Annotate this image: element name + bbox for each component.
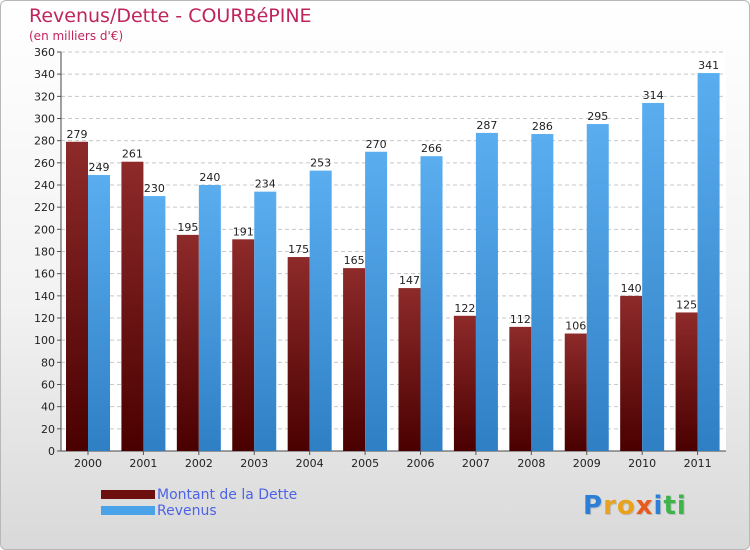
data-label: 249 <box>89 161 110 174</box>
brand-letter: o <box>616 491 636 521</box>
bar-revenue <box>586 124 609 452</box>
y-tick-label: 80 <box>41 356 55 369</box>
bar-revenue <box>642 102 665 451</box>
y-tick-label: 340 <box>34 68 55 81</box>
data-label: 295 <box>587 110 608 123</box>
x-tick-label: 2001 <box>129 457 157 470</box>
bar-revenue <box>143 196 166 451</box>
y-tick-label: 280 <box>34 135 55 148</box>
x-tick-label: 2004 <box>296 457 324 470</box>
y-tick-label: 60 <box>41 379 55 392</box>
y-tick-label: 0 <box>48 445 55 458</box>
data-label: 195 <box>177 221 198 234</box>
data-label: 147 <box>399 274 420 287</box>
data-label: 140 <box>621 282 642 295</box>
x-tick-label: 2005 <box>351 457 379 470</box>
x-tick-label: 2008 <box>517 457 545 470</box>
legend-label-revenue: Revenus <box>157 503 217 519</box>
data-label: 175 <box>288 243 309 256</box>
bar-revenue <box>365 151 388 451</box>
y-tick-label: 300 <box>34 113 55 126</box>
y-tick-label: 240 <box>34 179 55 192</box>
data-label: 314 <box>643 89 664 102</box>
data-label: 165 <box>344 254 365 267</box>
legend-swatch-revenue <box>101 506 155 515</box>
brand-letter: i <box>676 491 687 521</box>
y-tick-label: 120 <box>34 312 55 325</box>
legend-swatch-debt <box>101 490 155 499</box>
y-tick-label: 200 <box>34 223 55 236</box>
bar-debt <box>564 333 587 451</box>
data-label: 234 <box>255 178 276 191</box>
data-label: 230 <box>144 182 165 195</box>
bar-debt <box>121 161 144 451</box>
bar-debt <box>287 257 310 451</box>
chart-title: Revenus/Dette - COURBéPINE <box>29 5 312 27</box>
brand-letter: x <box>635 491 654 521</box>
data-label: 122 <box>454 302 475 315</box>
bar-debt <box>509 326 532 451</box>
brand-letter: r <box>603 491 617 521</box>
bar-revenue <box>254 191 277 451</box>
x-tick-label: 2010 <box>628 457 656 470</box>
bar-debt <box>176 234 199 451</box>
bar-debt <box>398 288 421 451</box>
bar-debt <box>66 141 88 451</box>
data-label: 112 <box>510 313 531 326</box>
chart-subtitle: (en milliers d'€) <box>29 29 124 43</box>
y-tick-label: 20 <box>41 423 55 436</box>
brand-logo: Proxiti <box>583 491 687 521</box>
data-label: 279 <box>67 128 88 141</box>
x-tick-label: 2003 <box>240 457 268 470</box>
brand-letter: P <box>583 491 604 521</box>
data-label: 253 <box>310 157 331 170</box>
y-tick-label: 260 <box>34 157 55 170</box>
bar-debt <box>453 315 476 451</box>
y-tick-label: 160 <box>34 268 55 281</box>
x-tick-label: 2007 <box>462 457 490 470</box>
x-tick-label: 2002 <box>185 457 213 470</box>
data-label: 261 <box>122 148 143 161</box>
data-label: 125 <box>676 298 697 311</box>
data-label: 191 <box>233 225 254 238</box>
x-tick-label: 2000 <box>74 457 102 470</box>
bar-revenue <box>531 134 554 451</box>
data-label: 106 <box>565 320 586 333</box>
bar-debt <box>675 312 698 451</box>
y-tick-label: 40 <box>41 401 55 414</box>
data-label: 287 <box>476 119 497 132</box>
legend-label-debt: Montant de la Dette <box>157 487 298 503</box>
data-label: 266 <box>421 142 442 155</box>
y-tick-label: 180 <box>34 246 55 259</box>
y-tick-label: 100 <box>34 334 55 347</box>
bar-debt <box>232 239 255 451</box>
data-label: 240 <box>199 171 220 184</box>
bar-revenue <box>88 175 110 451</box>
bar-revenue <box>198 185 221 451</box>
brand-letter: i <box>653 491 664 521</box>
data-label: 341 <box>698 59 719 72</box>
y-tick-label: 360 <box>34 46 55 59</box>
bar-revenue <box>475 132 498 452</box>
brand-letter: t <box>663 491 677 521</box>
bar-revenue <box>420 156 443 451</box>
y-tick-label: 140 <box>34 290 55 303</box>
y-tick-label: 220 <box>34 201 55 214</box>
x-tick-label: 2011 <box>684 457 712 470</box>
bar-debt <box>620 295 643 451</box>
x-tick-label: 2006 <box>407 457 435 470</box>
x-tick-label: 2009 <box>573 457 601 470</box>
bar-debt <box>343 268 366 451</box>
bar-revenue <box>309 170 332 451</box>
bar-revenue <box>697 73 720 451</box>
data-label: 286 <box>532 120 553 133</box>
y-tick-label: 320 <box>34 90 55 103</box>
data-label: 270 <box>366 138 387 151</box>
